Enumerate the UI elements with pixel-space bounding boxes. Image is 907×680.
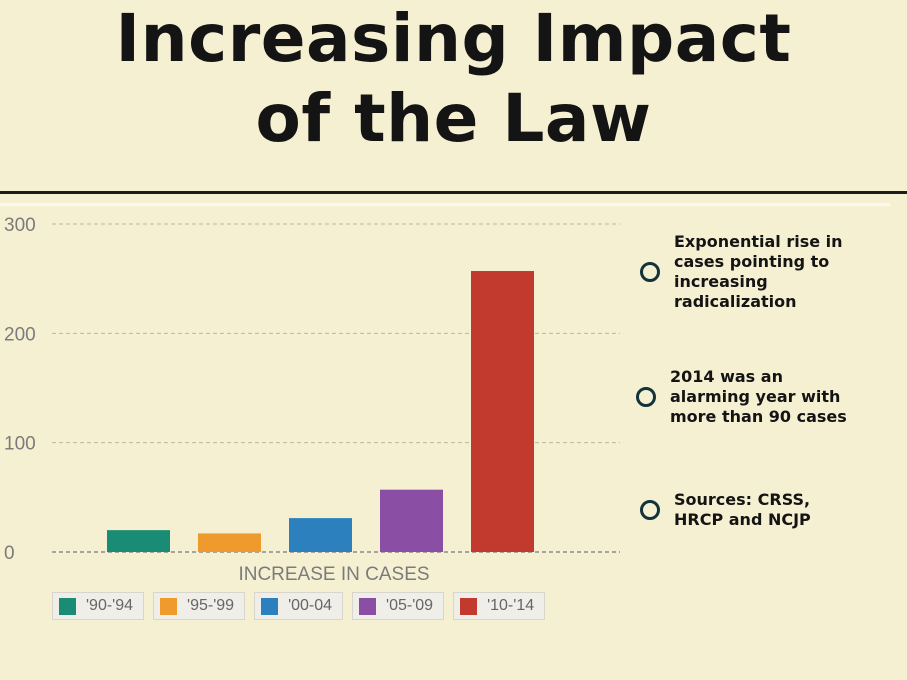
legend-label: '10-'14: [487, 597, 535, 614]
legend-label: '05-'09: [386, 597, 434, 614]
legend-label: '90-'94: [86, 597, 134, 614]
bar-0: [107, 530, 170, 552]
y-tick-label: 0: [4, 543, 15, 564]
legend-swatch: [261, 597, 279, 615]
ring-icon: [640, 262, 660, 282]
y-tick-label: 200: [4, 324, 36, 345]
legend-item[interactable]: '00-04: [254, 592, 344, 620]
note-2: 2014 was an alarming year with more than…: [636, 367, 860, 427]
legend-swatch: [160, 597, 178, 615]
bar-3: [380, 489, 443, 552]
bar-chart: 0 100 200 300 INCREASE IN CASES: [4, 215, 620, 585]
title-line-1: Increasing Impact: [115, 0, 792, 77]
legend-swatch: [359, 597, 377, 615]
note-2-text: 2014 was an alarming year with more than…: [670, 367, 847, 426]
gridlines: [52, 223, 620, 553]
legend-item[interactable]: '10-'14: [453, 592, 546, 620]
title-line-2: of the Law: [255, 80, 652, 157]
legend-item[interactable]: '05-'09: [352, 592, 445, 620]
bar-4: [471, 271, 534, 552]
x-axis-label: INCREASE IN CASES: [238, 564, 429, 585]
legend-item[interactable]: '90-'94: [52, 592, 145, 620]
divider-dark: [0, 191, 907, 194]
chart-legend: '90-'94 '95-'99 '00-04 '05-'09 '10-'14: [52, 592, 554, 620]
divider-light: [0, 203, 890, 206]
note-3-text: Sources: CRSS, HRCP and NCJP: [674, 490, 811, 529]
legend-label: '00-04: [288, 597, 333, 614]
note-1: Exponential rise in cases pointing to in…: [640, 232, 864, 312]
legend-label: '95-'99: [187, 597, 235, 614]
bars: [107, 271, 534, 552]
ring-icon: [636, 387, 656, 407]
legend-swatch: [59, 597, 76, 615]
note-3: Sources: CRSS, HRCP and NCJP: [640, 490, 864, 530]
legend-swatch: [460, 597, 478, 615]
y-tick-label: 300: [4, 215, 36, 236]
legend-item[interactable]: '95-'99: [153, 592, 246, 620]
y-tick-label: 100: [4, 434, 36, 455]
note-1-text: Exponential rise in cases pointing to in…: [674, 232, 843, 311]
ring-icon: [640, 500, 660, 520]
bar-2: [289, 518, 352, 552]
bar-1: [198, 533, 261, 552]
y-axis-ticks: 0 100 200 300: [4, 215, 36, 564]
